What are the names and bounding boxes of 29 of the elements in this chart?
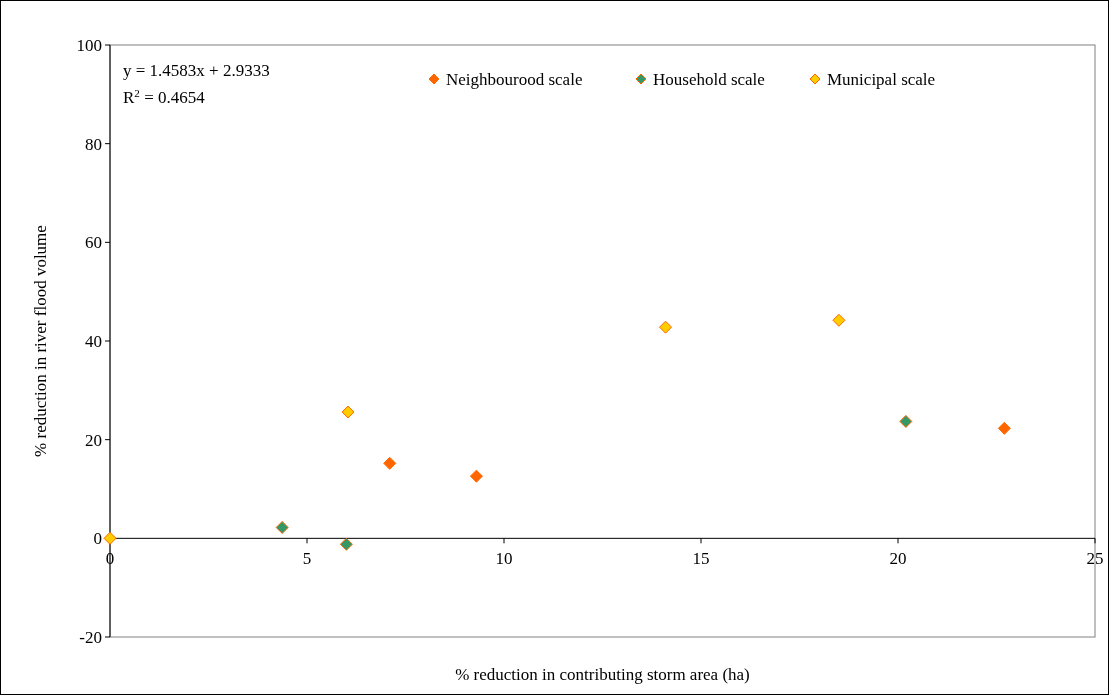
legend-label: Municipal scale [827, 70, 936, 89]
point [341, 405, 355, 419]
y-tick-label: 40 [85, 332, 102, 351]
y-tick-label: 100 [76, 36, 102, 55]
point [832, 313, 846, 327]
point [659, 320, 673, 334]
point [469, 469, 483, 483]
y-axis-title: % reduction in river flood volume [31, 225, 50, 457]
y-tick-label: 0 [93, 529, 102, 549]
annotation: R$^{2}$ = 0.4654 [123, 87, 206, 107]
y-tick-label: 60 [85, 233, 102, 253]
x-tick-label: 20 [889, 549, 907, 569]
y-tick-label: -20 [79, 628, 102, 647]
x-tick-label: 5 [302, 549, 312, 569]
point [339, 537, 353, 551]
point [275, 520, 289, 534]
x-tick-label: 15 [692, 549, 710, 569]
annotation: y = 1.4583x + 2.9333 [123, 61, 270, 80]
y-tick-label: 20 [85, 430, 102, 450]
point [103, 531, 117, 545]
x-tick-label: 10 [495, 549, 513, 569]
legend-label: Neighbourood scale [446, 70, 583, 89]
point [899, 414, 913, 428]
point [997, 421, 1011, 435]
y-tick-label: 80 [85, 134, 102, 154]
legend-label: Household scale [653, 70, 765, 89]
x-tick-label: 25 [1086, 549, 1104, 569]
point [383, 456, 397, 470]
x-axis-title: % reduction in contributing storm area (ha) [455, 665, 750, 684]
